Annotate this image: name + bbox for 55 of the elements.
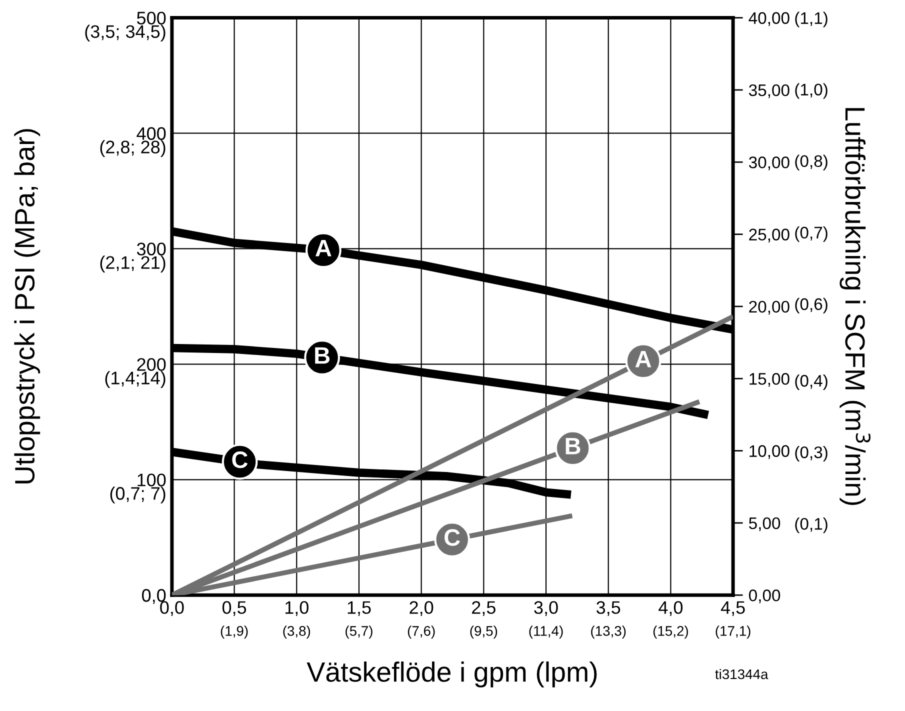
x-tick-label: 2,0: [410, 601, 434, 616]
series-label: B: [315, 347, 330, 364]
text: (2,8; 28): [100, 140, 166, 158]
y2-tick-label: 0,00: [748, 590, 780, 604]
x-axis-title: Vätskeflöde i gpm (lpm): [306, 662, 597, 688]
x2-tick-label: (7,6): [408, 626, 435, 639]
series-label: A: [635, 350, 652, 368]
y3-tick-label: (0,1): [795, 518, 828, 534]
y2-tick-label: 10,00: [750, 445, 790, 459]
y3-tick-label: (0,3): [795, 446, 828, 462]
x2-tick-label: (5,7): [346, 626, 372, 639]
x2-tick-label: (1,9): [220, 626, 248, 639]
y-tick-label: 200: [137, 358, 166, 371]
y-tick-label: 500: [136, 12, 166, 24]
x2-tick-label: (15,2): [653, 626, 688, 639]
y2-tick-label: 35,00: [748, 84, 790, 98]
text: (3,5; 34,5): [85, 24, 166, 42]
x-tick-label: 2,5: [472, 601, 496, 616]
y2-tick-label: 25,00: [749, 228, 790, 242]
y3-tick-label: (1,1): [795, 12, 828, 28]
series-label: A: [316, 240, 332, 256]
y2-axis-title: Luftförbrukning i SCFM (m$^{3}$/min): [840, 108, 871, 505]
x-tick-label: 3,0: [534, 601, 558, 616]
y-tick-label: 100: [138, 474, 166, 486]
x-tick-label: 4,5: [720, 601, 745, 616]
series-label: C: [232, 451, 248, 468]
y-tick-label: 300: [136, 242, 166, 256]
x2-tick-label: (3,8): [283, 626, 310, 639]
y3-tick-label: (0,4): [795, 374, 828, 390]
x2-tick-label: (13,3): [591, 626, 626, 639]
x2-tick-label: (11,4): [529, 626, 563, 639]
x2-tick-label: (17,1): [716, 626, 750, 639]
y3-tick-label: (0,8): [795, 154, 828, 170]
y2-tick-label: 30,00: [748, 156, 790, 170]
y2-tick-label: 40,00: [748, 12, 790, 26]
y3-tick-label: (0,7): [795, 226, 828, 242]
x2-tick-label: (9,5): [470, 626, 498, 639]
text: (1,4;14): [105, 371, 166, 388]
text: (2,1; 21): [100, 256, 166, 272]
y3-tick-label: (0,6): [795, 298, 828, 314]
y3-tick-label: (1,0): [795, 83, 828, 99]
x-tick-label: 1,0: [285, 601, 308, 616]
series-label: C: [444, 529, 460, 546]
y2-tick-label: 15,00: [750, 373, 790, 387]
x-tick-label: 3,5: [596, 601, 620, 616]
series-label: B: [566, 438, 580, 454]
y-tick-label: 400: [136, 127, 166, 140]
x-tick-label: 4,0: [658, 601, 683, 616]
y2-tick-label: 20,00: [749, 300, 790, 315]
text: ti31344a: [715, 668, 768, 680]
y-axis-title: Utloppstryck i PSI (MPa; bar): [14, 129, 40, 484]
x-tick-label: 0,5: [222, 601, 246, 616]
x-tick-label: 1,5: [348, 601, 371, 616]
y2-tick-label: 5,00: [748, 517, 780, 532]
text: (0,7; 7): [110, 486, 166, 504]
